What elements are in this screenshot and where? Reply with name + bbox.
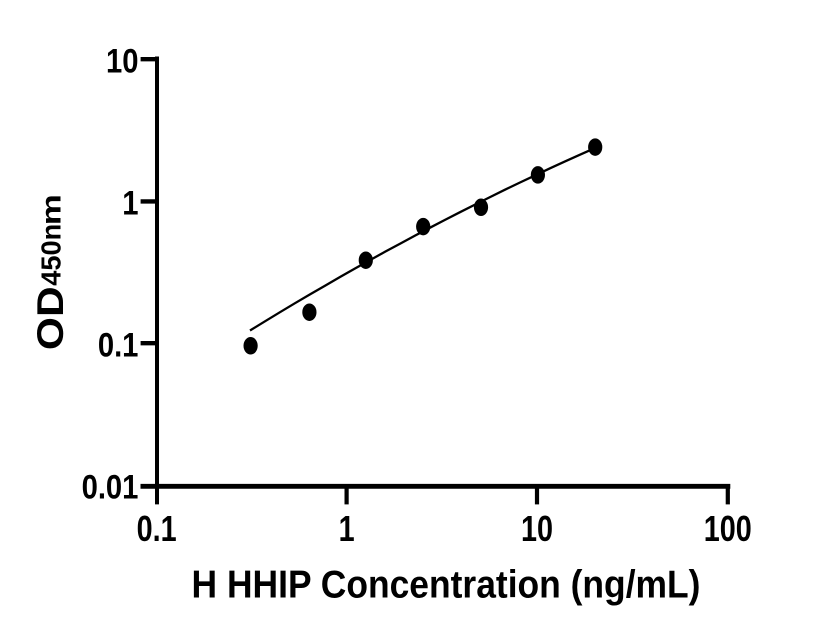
svg-text:450n: 450n: [36, 224, 67, 286]
svg-text:1: 1: [122, 183, 138, 222]
svg-text:m: m: [36, 194, 67, 225]
svg-text:10: 10: [521, 508, 553, 549]
svg-text:OD: OD: [30, 286, 71, 350]
svg-text:100: 100: [704, 508, 752, 549]
svg-text:H HHIP Concentration (ng/mL): H HHIP Concentration (ng/mL): [192, 563, 701, 606]
svg-text:1: 1: [339, 508, 355, 549]
svg-text:0.1: 0.1: [137, 508, 177, 549]
svg-text:10: 10: [106, 41, 139, 80]
svg-text:0.1: 0.1: [98, 325, 139, 364]
svg-text:0.01: 0.01: [82, 467, 139, 506]
